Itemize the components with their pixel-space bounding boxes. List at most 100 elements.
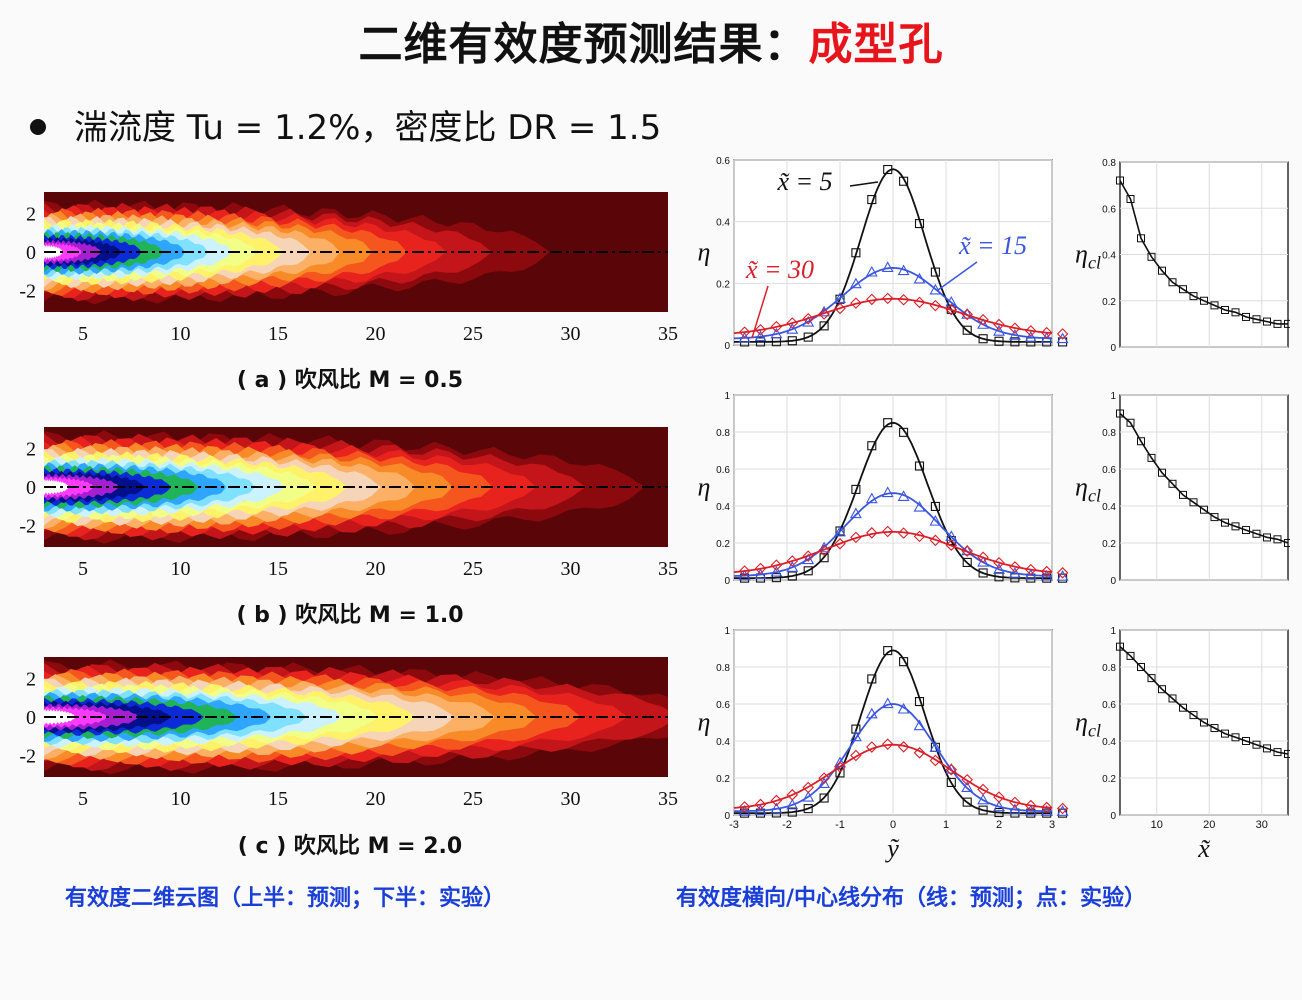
x-tick-label: -2 — [782, 819, 792, 831]
data-point — [1116, 409, 1124, 418]
lateral-chart-2: 0 0.2 0.4 0.6 0.8 1 η — [698, 391, 1069, 587]
series-line — [733, 492, 1053, 577]
centerline-chart-1: 0 0.2 0.4 0.6 0.8 ηcl — [1075, 158, 1290, 354]
y-axis-label: η — [698, 238, 711, 267]
data-point — [1040, 801, 1053, 814]
data-point — [867, 674, 877, 684]
data-point — [1056, 328, 1069, 340]
data-point — [881, 292, 894, 305]
data-point — [770, 802, 783, 814]
data-point — [993, 556, 1005, 569]
y-tick-label: 0.2 — [1102, 297, 1116, 308]
data-point — [1221, 306, 1229, 314]
y-axis-label: η — [698, 708, 711, 737]
distribution-charts: 0 0.2 0.4 0.6 η x̃ = 5 x̃ = 15 x̃ = 30 0 0.2 0.4 0.… — [698, 156, 1290, 863]
data-point — [913, 500, 926, 512]
data-point — [993, 563, 1005, 574]
data-point — [1263, 744, 1271, 753]
data-point — [802, 550, 814, 562]
data-point — [849, 507, 862, 519]
x-tick-label: 2 — [996, 819, 1002, 831]
y-tick-label: 0.6 — [716, 700, 730, 711]
x-tick-label: 20 — [366, 558, 386, 580]
x-tick-label: 30 — [561, 788, 581, 810]
data-point — [1009, 561, 1021, 573]
data-point — [786, 561, 799, 572]
data-point — [881, 486, 894, 498]
footer-left: 有效度二维云图（上半：预测；下半：实验） — [65, 886, 506, 911]
data-point — [962, 325, 972, 335]
y-tick-label: 0 — [26, 477, 36, 499]
data-point — [1009, 796, 1021, 809]
data-point — [897, 702, 910, 714]
y-tick-label: 1 — [724, 626, 730, 637]
y-tick-label: 0.4 — [716, 218, 730, 229]
data-point — [914, 697, 925, 707]
data-point — [1008, 803, 1021, 815]
x-tick-label: 3 — [1049, 819, 1055, 831]
x-tick-label: 25 — [463, 558, 483, 580]
y-tick-label: 0 — [26, 707, 36, 729]
caption-a: ( a ) 吹风比 M = 0.5 — [236, 368, 464, 393]
y-tick-label: 0.6 — [716, 156, 730, 167]
data-point — [786, 323, 799, 334]
x-tick-label: 10 — [171, 558, 191, 580]
data-point — [962, 557, 972, 567]
y-tick-label: 0.8 — [716, 663, 730, 674]
y-tick-label: 0 — [1110, 576, 1116, 587]
y-tick-label: 0 — [724, 811, 730, 822]
data-point — [883, 646, 893, 656]
data-point — [1040, 332, 1053, 343]
data-point — [993, 325, 1005, 336]
data-point — [1210, 513, 1219, 522]
data-point — [1284, 539, 1290, 547]
data-point — [1252, 740, 1261, 749]
centerline-chart-2: 0 0.2 0.4 0.6 0.8 1 ηcl — [1075, 391, 1290, 587]
data-point — [1040, 326, 1053, 339]
y-tick-label: 0 — [26, 242, 36, 264]
data-point — [913, 719, 926, 731]
data-point — [1137, 437, 1145, 446]
y-tick-label: 0.2 — [716, 539, 730, 550]
data-point — [977, 555, 990, 567]
lateral-chart-1: 0 0.2 0.4 0.6 η x̃ = 5 x̃ = 15 x̃ = 30 — [698, 156, 1069, 352]
data-point — [738, 565, 751, 577]
x-tick-label: 15 — [268, 788, 288, 810]
y-tick-label: 1 — [724, 391, 730, 402]
centerline-chart-3: 0 0.2 0.4 0.6 0.8 1 10 20 30 ηcl x̃ — [1075, 626, 1290, 863]
data-point — [1273, 535, 1282, 544]
data-point — [738, 569, 751, 581]
data-point — [1040, 565, 1053, 578]
data-point — [1126, 651, 1135, 660]
y-tick-label: 2 — [26, 203, 36, 225]
data-point — [962, 797, 972, 807]
data-point — [914, 219, 925, 229]
data-point — [786, 555, 799, 567]
label-pointer — [937, 261, 978, 291]
data-point — [865, 265, 878, 277]
series-label-x5: x̃ = 5 — [776, 167, 832, 196]
data-point — [1221, 518, 1229, 527]
data-point — [1242, 526, 1250, 535]
data-point — [1056, 567, 1069, 579]
y-tick-label: -2 — [19, 516, 36, 538]
data-point — [978, 805, 988, 815]
data-point — [786, 317, 799, 329]
data-point — [945, 763, 958, 776]
series-line — [734, 703, 1052, 813]
data-point — [1200, 505, 1208, 514]
data-point — [1116, 642, 1124, 651]
data-point — [754, 562, 767, 575]
data-point — [835, 768, 845, 778]
data-point — [787, 807, 797, 817]
contour-mask — [668, 425, 700, 549]
plot-frame — [1119, 394, 1289, 581]
y-tick-label: 0 — [724, 341, 730, 352]
data-point — [1284, 749, 1290, 758]
data-point — [1168, 694, 1177, 703]
data-point — [1040, 569, 1053, 581]
data-point — [1200, 718, 1208, 727]
label-pointer — [751, 285, 769, 339]
series-line — [734, 168, 1052, 343]
data-point — [1008, 329, 1021, 340]
